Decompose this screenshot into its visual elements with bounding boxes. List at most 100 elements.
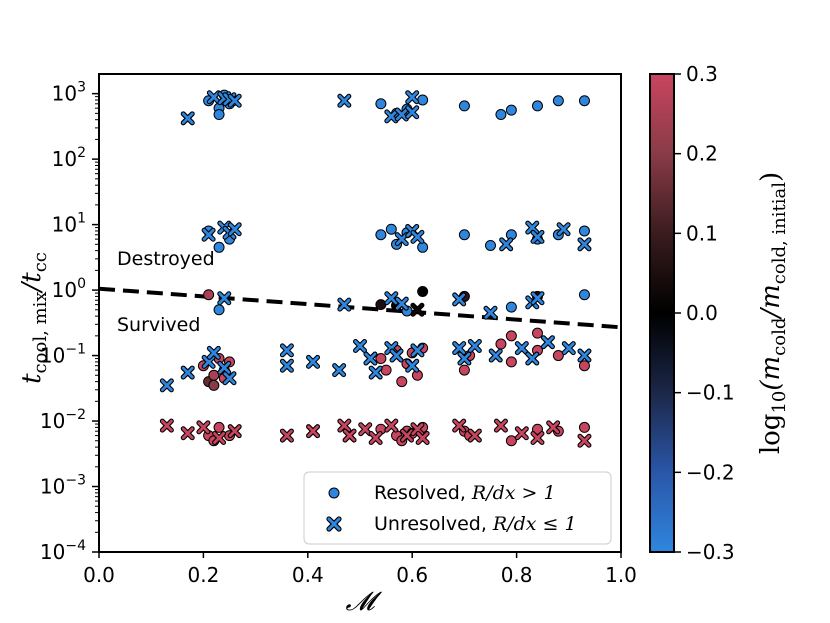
colorbar-label-rest: (m bbox=[756, 356, 786, 391]
unresolved-point bbox=[394, 296, 409, 311]
unresolved-point bbox=[337, 93, 352, 108]
y-tick-label: 10−4 bbox=[40, 538, 86, 564]
colorbar-tick-label: −0.2 bbox=[686, 460, 735, 484]
colorbar bbox=[649, 73, 675, 553]
colorbar-label-mid: /m bbox=[756, 284, 786, 320]
legend-unresolved: Unresolved, R/dx ≤ 1 bbox=[374, 513, 577, 535]
unresolved-point bbox=[180, 111, 195, 126]
unresolved-point bbox=[389, 348, 404, 363]
plot-frame bbox=[98, 73, 622, 553]
unresolved-point bbox=[279, 343, 294, 358]
unresolved-point bbox=[384, 109, 399, 124]
unresolved-point bbox=[332, 363, 347, 378]
unresolved-point bbox=[577, 348, 592, 363]
unresolved-point bbox=[525, 351, 540, 366]
unresolved-point bbox=[452, 418, 467, 433]
y-axis-label: tcool, mix/tcc bbox=[17, 252, 51, 384]
unresolved-point bbox=[217, 360, 232, 375]
resolved-point bbox=[417, 241, 429, 253]
resolved-point bbox=[505, 104, 517, 116]
y-tick-label: 10−2 bbox=[40, 407, 86, 433]
legend-circle-marker bbox=[328, 487, 340, 499]
unresolved-point bbox=[399, 428, 414, 443]
resolved-point bbox=[505, 356, 517, 368]
resolved-point bbox=[375, 229, 387, 241]
annotation-destroyed: Destroyed bbox=[117, 248, 215, 270]
resolved-point bbox=[417, 94, 429, 106]
resolved-point bbox=[531, 423, 543, 435]
legend-resolved-label: Resolved, bbox=[374, 482, 472, 504]
colorbar-tick-label: 0.0 bbox=[686, 301, 718, 325]
unresolved-point bbox=[384, 418, 399, 433]
unresolved-point bbox=[159, 378, 174, 393]
unresolved-point bbox=[180, 426, 195, 441]
unresolved-point bbox=[368, 431, 383, 446]
resolved-point bbox=[505, 301, 517, 313]
unresolved-point bbox=[488, 348, 503, 363]
unresolved-point bbox=[227, 424, 242, 439]
colorbar-label-sub3: cold, initial bbox=[769, 182, 790, 284]
unresolved-point bbox=[556, 222, 571, 237]
y-axis: 10−4 10−3 10−2 10−1 100 101 102 103 bbox=[40, 80, 99, 564]
legend-x-marker bbox=[326, 516, 342, 532]
unresolved-point bbox=[279, 358, 294, 373]
unresolved-point bbox=[457, 351, 472, 366]
unresolved-point bbox=[201, 354, 216, 369]
legend-unresolved-label: Unresolved, bbox=[374, 513, 493, 535]
unresolved-point bbox=[410, 302, 425, 317]
unresolved-point bbox=[452, 341, 467, 356]
colorbar-label-log: log bbox=[756, 414, 786, 455]
y-axis-label-mid: /t bbox=[17, 272, 47, 295]
unresolved-point bbox=[206, 90, 221, 105]
legend-resolved-math: R/dx > 1 bbox=[471, 482, 556, 504]
unresolved-point bbox=[337, 418, 352, 433]
data-points bbox=[159, 89, 592, 448]
resolved-point bbox=[578, 421, 590, 433]
unresolved-point bbox=[561, 341, 576, 356]
resolved-point bbox=[380, 364, 392, 376]
y-axis-label-t: t bbox=[17, 373, 47, 384]
x-tick-label: 1.0 bbox=[605, 563, 637, 587]
resolved-point bbox=[385, 223, 397, 235]
colorbar-tick-label: −0.1 bbox=[686, 381, 735, 405]
unresolved-point bbox=[180, 365, 195, 380]
unresolved-point bbox=[206, 345, 221, 360]
x-axis: 0.0 0.2 0.4 0.6 0.8 1.0 bbox=[83, 552, 637, 587]
resolved-point bbox=[578, 95, 590, 107]
unresolved-point bbox=[201, 227, 216, 242]
resolved-point bbox=[396, 376, 408, 388]
legend-unresolved-math: R/dx ≤ 1 bbox=[492, 513, 577, 535]
resolved-point bbox=[552, 350, 564, 362]
unresolved-point bbox=[514, 426, 529, 441]
resolved-point bbox=[578, 225, 590, 237]
colorbar-label-sub: 10 bbox=[769, 391, 790, 414]
unresolved-point bbox=[530, 431, 545, 446]
resolved-point bbox=[552, 95, 564, 107]
unresolved-point bbox=[410, 422, 425, 437]
unresolved-point bbox=[337, 297, 352, 312]
annotation-survived: Survived bbox=[117, 314, 200, 336]
y-tick-label: 10−1 bbox=[40, 342, 86, 368]
resolved-point bbox=[505, 435, 517, 447]
colorbar-tick-label: −0.3 bbox=[686, 540, 735, 564]
y-tick-label: 10−3 bbox=[40, 473, 86, 499]
unresolved-point bbox=[577, 433, 592, 448]
threshold-line-group bbox=[99, 286, 621, 330]
unresolved-point bbox=[410, 343, 425, 358]
unresolved-point bbox=[467, 428, 482, 443]
unresolved-point bbox=[306, 354, 321, 369]
legend-box bbox=[303, 471, 612, 545]
unresolved-point bbox=[514, 341, 529, 356]
resolved-point bbox=[213, 109, 225, 121]
unresolved-point bbox=[577, 237, 592, 252]
y-tick-label: 100 bbox=[52, 276, 86, 302]
unresolved-point bbox=[405, 105, 420, 120]
unresolved-point bbox=[546, 420, 561, 435]
y-tick-label: 101 bbox=[52, 211, 86, 237]
resolved-point bbox=[578, 360, 590, 372]
unresolved-point bbox=[227, 222, 242, 237]
colorbar-tick-label: 0.1 bbox=[686, 221, 718, 245]
resolved-point bbox=[458, 100, 470, 112]
y-axis-label-sub2: cc bbox=[30, 252, 51, 272]
